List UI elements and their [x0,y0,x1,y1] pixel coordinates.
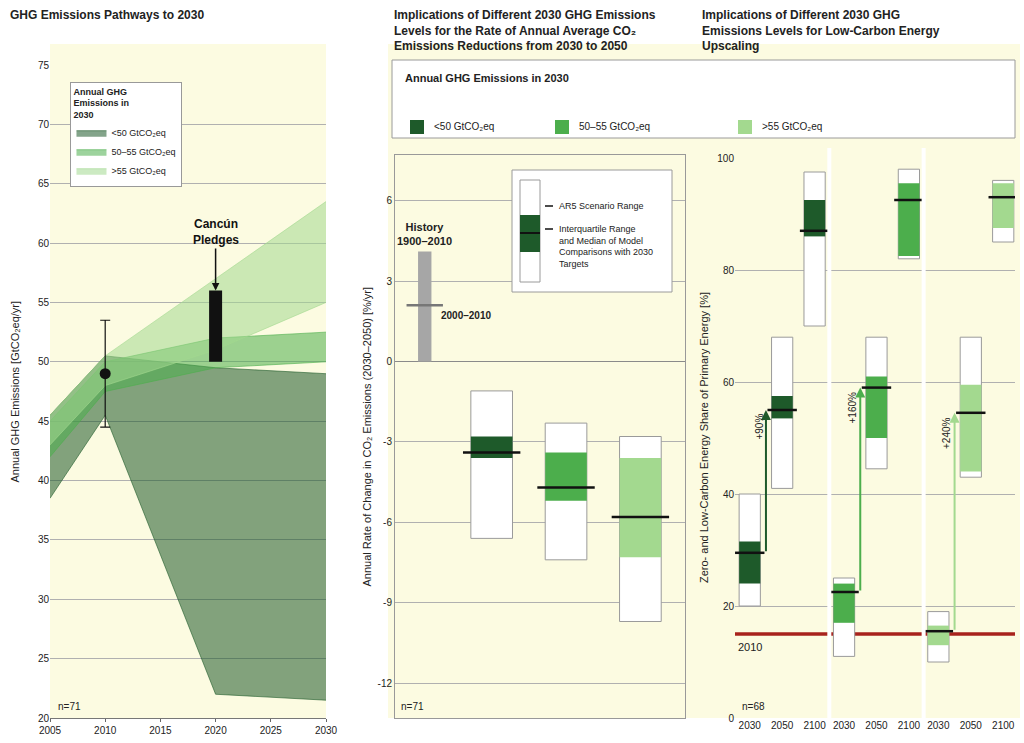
svg-text:60: 60 [723,377,735,388]
svg-text:20: 20 [38,713,50,724]
svg-text:50–55 GtCO₂eq: 50–55 GtCO₂eq [111,147,175,157]
svg-text:<50 GtCO₂eq: <50 GtCO₂eq [111,128,165,138]
svg-text:-12: -12 [378,678,393,689]
svg-text:3: 3 [386,276,392,287]
svg-text:2010: 2010 [94,725,117,736]
svg-text:Implications of Different 2030: Implications of Different 2030 GHG Emiss… [394,8,656,53]
svg-text:2100: 2100 [992,720,1015,731]
svg-text:2020: 2020 [204,725,227,736]
svg-text:2100: 2100 [803,720,826,731]
svg-text:Zero- and Low-Carbon Energy Sh: Zero- and Low-Carbon Energy Share of Pri… [698,292,710,583]
svg-text:GHG Emissions Pathways to 2030: GHG Emissions Pathways to 2030 [10,8,204,22]
svg-text:20: 20 [723,601,735,612]
svg-text:55: 55 [38,297,50,308]
svg-text:35: 35 [38,534,50,545]
svg-text:6: 6 [386,195,392,206]
svg-text:2050: 2050 [865,720,888,731]
svg-text:2030: 2030 [739,720,762,731]
svg-text:2030: 2030 [315,725,338,736]
svg-text:50–55 GtCO₂eq: 50–55 GtCO₂eq [579,121,650,132]
svg-text:-3: -3 [383,436,392,447]
svg-text:n=71: n=71 [401,701,424,712]
svg-text:45: 45 [38,416,50,427]
svg-text:n=71: n=71 [58,701,81,712]
svg-text:Implications of Different 2030: Implications of Different 2030 GHGEmissi… [702,8,940,53]
svg-text:0: 0 [386,356,392,367]
svg-text:>55 GtCO₂eq: >55 GtCO₂eq [111,166,165,176]
svg-text:<50 GtCO₂eq: <50 GtCO₂eq [434,121,494,132]
svg-text:25: 25 [38,653,50,664]
svg-text:2030: 2030 [927,720,950,731]
svg-text:>55 GtCO₂eq: >55 GtCO₂eq [762,121,822,132]
svg-text:+240%: +240% [941,417,952,449]
svg-text:2050: 2050 [771,720,794,731]
svg-text:AR5 Scenario Range: AR5 Scenario Range [559,201,644,211]
svg-text:-9: -9 [383,597,392,608]
svg-text:2010: 2010 [738,641,762,653]
svg-text:Annual Rate of Change in CO₂ E: Annual Rate of Change in CO₂ Emissions (… [361,287,373,587]
svg-text:2025: 2025 [260,725,283,736]
svg-text:40: 40 [723,489,735,500]
svg-text:75: 75 [38,60,50,71]
svg-text:CancúnPledges: CancúnPledges [193,217,239,247]
svg-text:100: 100 [717,153,734,164]
svg-text:2015: 2015 [149,725,172,736]
svg-text:+160%: +160% [847,392,858,424]
svg-text:Annual GHG Emissions in 2030: Annual GHG Emissions in 2030 [405,72,569,84]
svg-text:2030: 2030 [833,720,856,731]
svg-text:2100: 2100 [898,720,921,731]
svg-text:Annual GHG Emissions [GtCO₂eq/: Annual GHG Emissions [GtCO₂eq/yr] [9,301,21,483]
svg-text:2000–2010: 2000–2010 [441,310,491,321]
svg-text:65: 65 [38,178,50,189]
svg-text:-6: -6 [383,517,392,528]
svg-text:0: 0 [728,713,734,724]
svg-text:40: 40 [38,475,50,486]
svg-text:Annual GHGEmissions in2030: Annual GHGEmissions in2030 [73,87,129,120]
svg-text:60: 60 [38,238,50,249]
svg-text:n=68: n=68 [742,701,765,712]
svg-text:80: 80 [723,265,735,276]
svg-text:50: 50 [38,356,50,367]
svg-text:30: 30 [38,594,50,605]
svg-text:2005: 2005 [39,725,62,736]
svg-text:+90%: +90% [754,414,765,440]
svg-text:2050: 2050 [960,720,983,731]
svg-text:Interquartile Rangeand Median: Interquartile Rangeand Median of ModelCo… [559,224,653,269]
svg-text:History1900–2010: History1900–2010 [397,221,452,247]
svg-text:70: 70 [38,119,50,130]
